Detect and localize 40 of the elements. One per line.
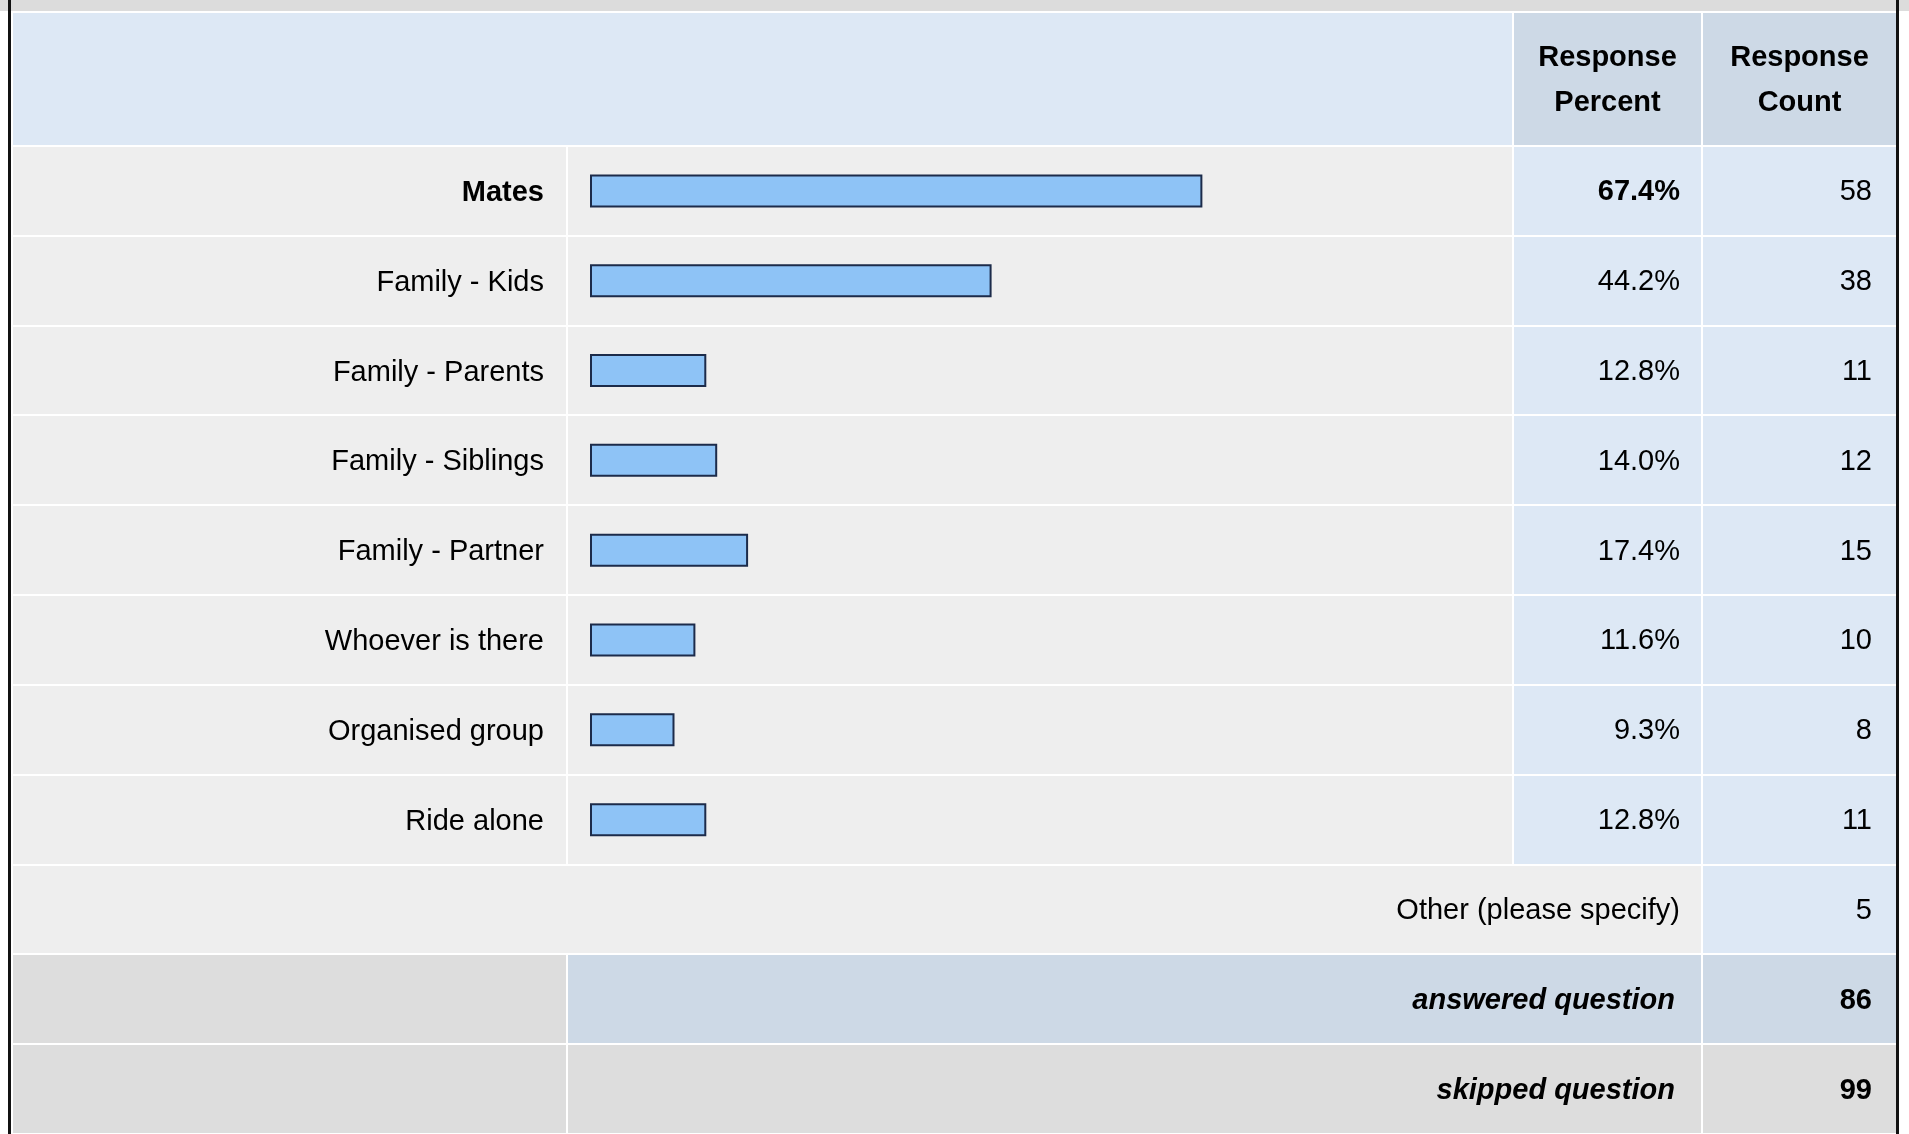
bar	[590, 443, 718, 477]
text: 8	[1703, 685, 1896, 774]
text: answered question	[568, 955, 1701, 1044]
y-tick-label: Family - Partner	[337, 534, 545, 567]
data-label: 67.4%	[1514, 147, 1701, 235]
data-label: 9.3%	[1514, 685, 1701, 774]
text: 11	[1703, 775, 1896, 864]
data-label: 12.8%	[1514, 326, 1701, 415]
text: 58	[1703, 147, 1896, 235]
data-label: 11.6%	[1514, 596, 1701, 684]
data-label: 14.0%	[1514, 416, 1701, 505]
text: skipped question	[568, 1045, 1701, 1133]
bar	[590, 174, 1203, 208]
text: 99	[1703, 1045, 1896, 1133]
data-label: 44.2%	[1514, 236, 1701, 325]
bar	[590, 623, 696, 657]
text: 86	[1703, 955, 1896, 1044]
y-tick-label: Whoever is there	[324, 624, 544, 656]
bar	[590, 713, 675, 747]
data-label: 17.4%	[1514, 506, 1701, 595]
bar	[590, 354, 707, 388]
text: 12	[1703, 416, 1896, 505]
y-tick-label: Family - Kids	[376, 264, 544, 297]
y-tick-label: Ride alone	[405, 803, 544, 836]
text: 5	[1703, 865, 1896, 954]
y-tick-label: Organised group	[327, 713, 544, 746]
y-tick-label: Mates	[461, 174, 544, 207]
data-label: 12.8%	[1514, 775, 1701, 864]
bar	[590, 264, 992, 298]
bar	[590, 803, 707, 837]
text: Other (please specify)	[13, 865, 1701, 954]
text: 11	[1703, 326, 1896, 415]
text: 15	[1703, 506, 1896, 595]
text: 10	[1703, 596, 1896, 684]
text: Response Percent	[1514, 13, 1701, 145]
y-tick-label: Family - Siblings	[331, 444, 544, 477]
text: Response Count	[1703, 13, 1896, 145]
bar	[590, 533, 749, 567]
text: 38	[1703, 236, 1896, 325]
y-tick-label: Family - Parents	[332, 354, 544, 387]
